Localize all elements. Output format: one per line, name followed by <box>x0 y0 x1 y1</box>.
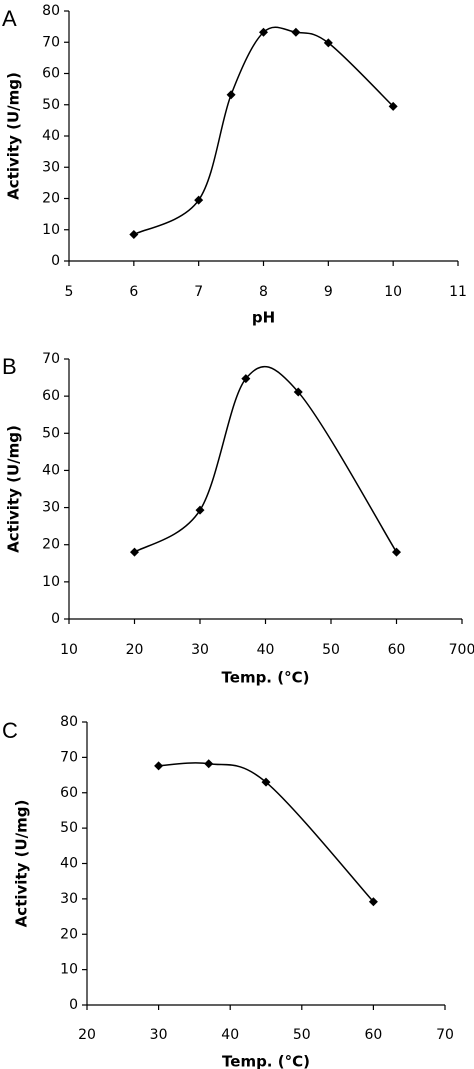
x-tick-label: 40 <box>221 1027 239 1043</box>
y-tick-label: 40 <box>60 856 78 872</box>
y-tick-label: 30 <box>42 159 60 175</box>
y-tick-label: 10 <box>42 222 60 238</box>
x-tick-label: 70 <box>436 1027 454 1043</box>
x-tick-label: 700 <box>449 642 474 658</box>
data-point-marker <box>259 27 268 37</box>
data-point-marker <box>130 547 139 557</box>
x-tick-label: 20 <box>126 642 144 658</box>
x-tick-label: 7 <box>194 284 203 300</box>
series-line <box>133 26 394 236</box>
series-line <box>134 365 398 553</box>
y-axis-title: Activity (U/mg) <box>13 800 31 928</box>
data-point-marker <box>195 505 205 515</box>
x-tick-label: 30 <box>191 642 209 658</box>
y-tick-label: 50 <box>42 425 60 441</box>
data-point-marker <box>261 777 271 787</box>
y-tick-label: 40 <box>42 462 60 478</box>
x-tick-label: 8 <box>259 284 268 300</box>
y-tick-label: 0 <box>51 611 60 627</box>
panel-label: B <box>2 354 17 379</box>
x-tick-label: 10 <box>60 642 78 658</box>
x-axis-title: Temp. (°C) <box>222 1053 310 1069</box>
y-tick-label: 20 <box>60 926 78 942</box>
x-tick-label: 40 <box>257 642 275 658</box>
y-axis-title: Activity (U/mg) <box>5 425 23 553</box>
y-tick-label: 40 <box>42 128 60 144</box>
y-tick-label: 50 <box>42 97 60 113</box>
y-tick-label: 30 <box>42 500 60 516</box>
y-tick-label: 20 <box>42 537 60 553</box>
data-point-marker <box>388 101 398 111</box>
y-tick-label: 10 <box>42 574 60 590</box>
x-tick-label: 60 <box>364 1027 382 1043</box>
y-tick-label: 0 <box>51 253 60 269</box>
y-tick-label: 70 <box>42 351 60 367</box>
y-tick-label: 60 <box>60 785 78 801</box>
y-tick-label: 0 <box>69 997 78 1013</box>
y-tick-label: 70 <box>60 749 78 765</box>
y-axis-title: Activity (U/mg) <box>5 72 23 200</box>
data-point-marker <box>368 897 378 907</box>
chart-panel-a: A 0 10 20 30 40 50 60 70 80 5 6 7 8 9 10 11 pH Activity (U… <box>2 3 467 327</box>
x-tick-label: 5 <box>65 284 74 300</box>
data-point-marker <box>204 759 214 769</box>
data-point-marker <box>291 27 301 37</box>
x-tick-label: 50 <box>293 1027 311 1043</box>
x-tick-label: 9 <box>324 284 333 300</box>
y-tick-label: 70 <box>42 34 60 50</box>
series-line <box>158 762 374 903</box>
data-point-marker <box>323 38 333 48</box>
data-point-marker <box>154 761 164 771</box>
x-axis-title: Temp. (°C) <box>222 669 310 687</box>
data-point-marker <box>293 387 303 397</box>
x-tick-label: 6 <box>129 284 138 300</box>
x-tick-label: 11 <box>449 284 467 300</box>
chart-panel-c: C 0 10 20 30 40 50 60 70 80 20 30 40 50 60 70 Temp. (°C)… <box>2 714 454 1069</box>
y-tick-label: 50 <box>60 820 78 836</box>
y-tick-label: 20 <box>42 191 60 207</box>
data-point-marker <box>194 195 204 205</box>
y-tick-label: 30 <box>60 891 78 907</box>
y-tick-label: 80 <box>42 3 60 19</box>
x-tick-label: 30 <box>150 1027 168 1043</box>
y-tick-label: 60 <box>42 66 60 82</box>
panel-label: A <box>2 6 17 31</box>
data-point-marker <box>392 547 401 557</box>
x-tick-label: 50 <box>322 642 340 658</box>
y-tick-label: 10 <box>60 962 78 978</box>
y-tick-label: 60 <box>42 388 60 404</box>
data-point-marker <box>241 374 251 384</box>
x-axis-title: pH <box>252 309 275 327</box>
data-point-marker <box>226 90 236 100</box>
x-tick-label: 60 <box>388 642 406 658</box>
x-tick-label: 20 <box>78 1027 96 1043</box>
y-tick-label: 80 <box>60 714 78 730</box>
panel-label: C <box>2 718 18 743</box>
x-tick-label: 10 <box>384 284 402 300</box>
data-point-marker <box>129 229 139 239</box>
